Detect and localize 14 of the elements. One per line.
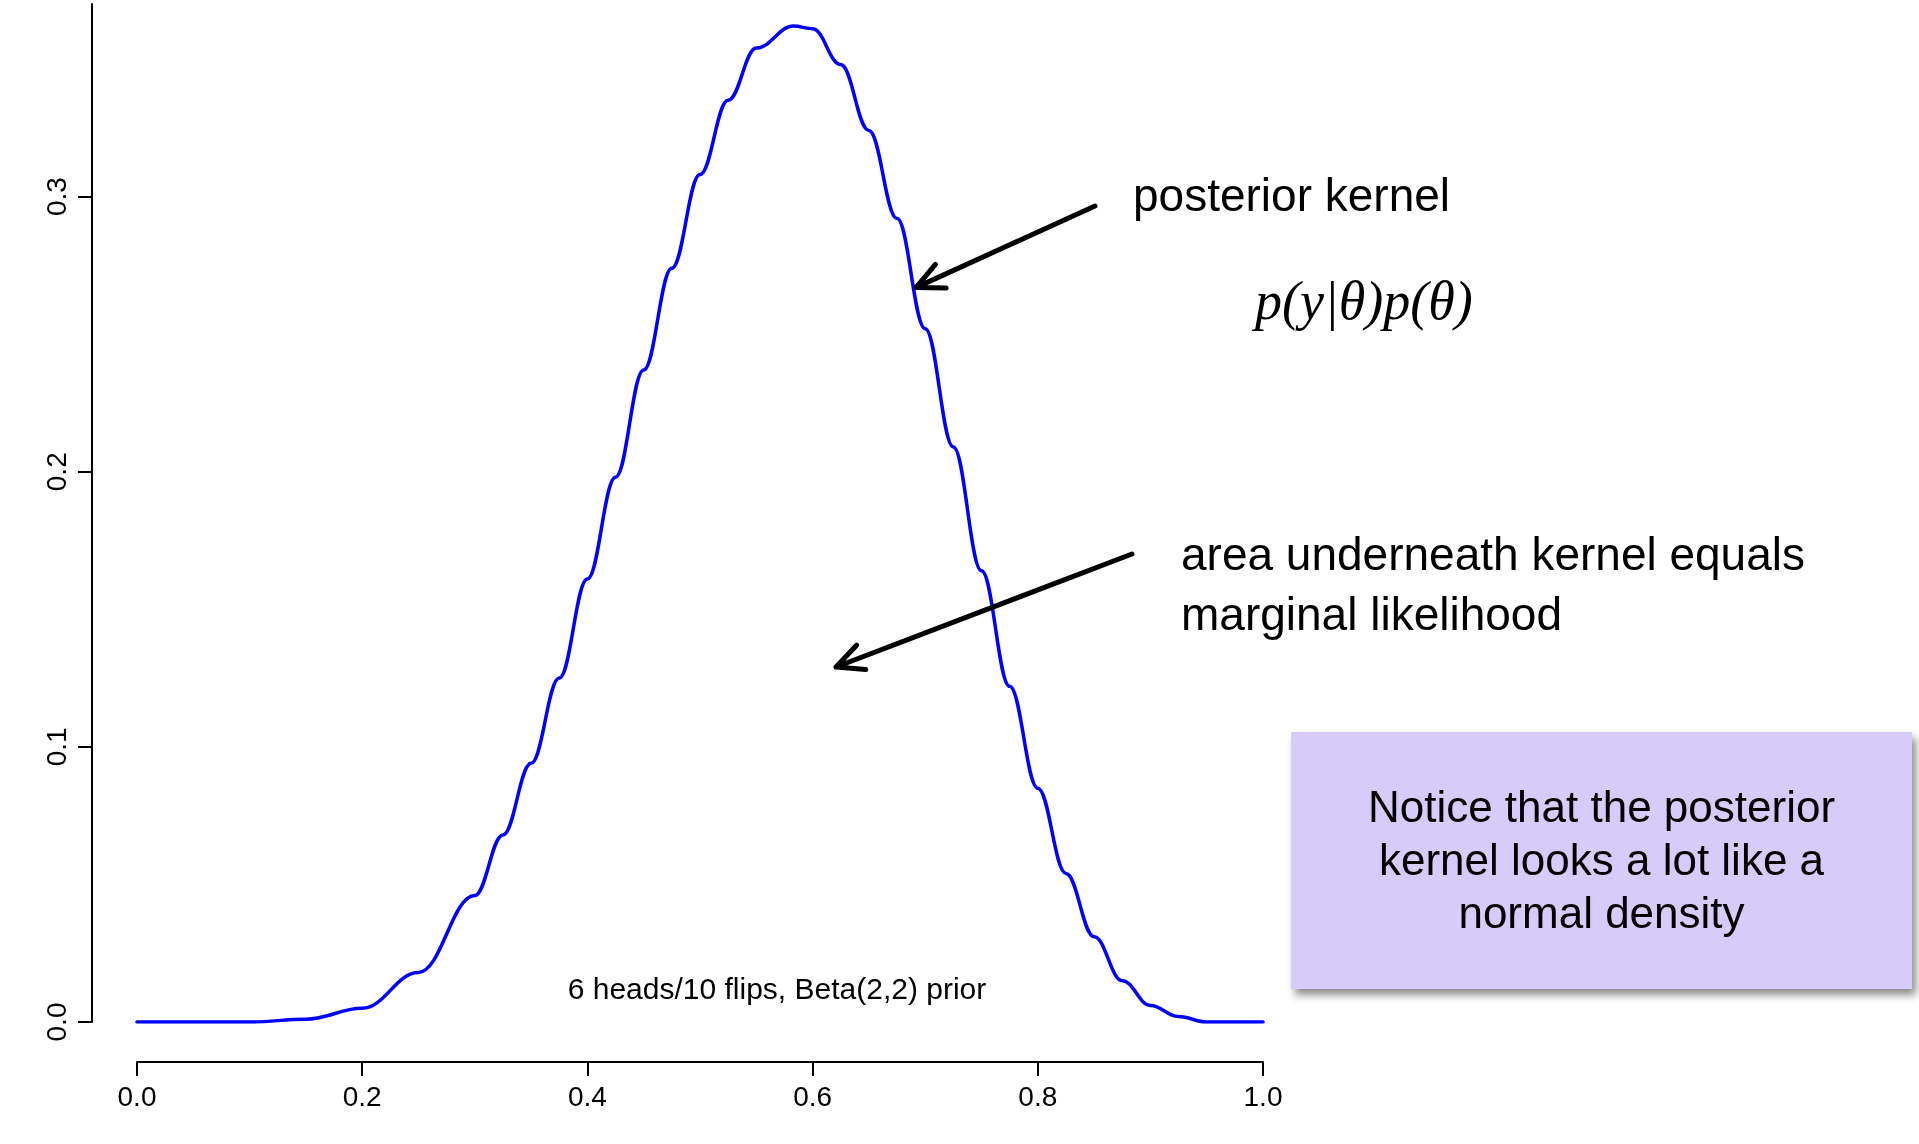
annotation: posterior kernel (1133, 168, 1451, 222)
y-tick-label: 0.0 (40, 1002, 72, 1042)
x-tick-label: 0.0 (117, 1080, 157, 1112)
annotation: 6 heads/10 flips, Beta(2,2) prior (567, 972, 987, 1006)
text: Notice that the posterior kernel looks a lot like a normal density (1291, 732, 1912, 989)
x-tick-label: 0.4 (567, 1080, 607, 1112)
x-tick-label: 0.8 (1018, 1080, 1058, 1112)
y-tick-label: 0.3 (40, 177, 72, 217)
x-tick-label: 1.0 (1243, 1080, 1283, 1112)
y-tick-label: 0.1 (40, 727, 72, 767)
y-tick-label: 0.2 (40, 452, 72, 492)
x-tick-label: 0.6 (793, 1080, 833, 1112)
annotation: area underneath kernel equals marginal likelihood (1181, 527, 1806, 642)
x-tick-label: 0.2 (342, 1080, 382, 1112)
